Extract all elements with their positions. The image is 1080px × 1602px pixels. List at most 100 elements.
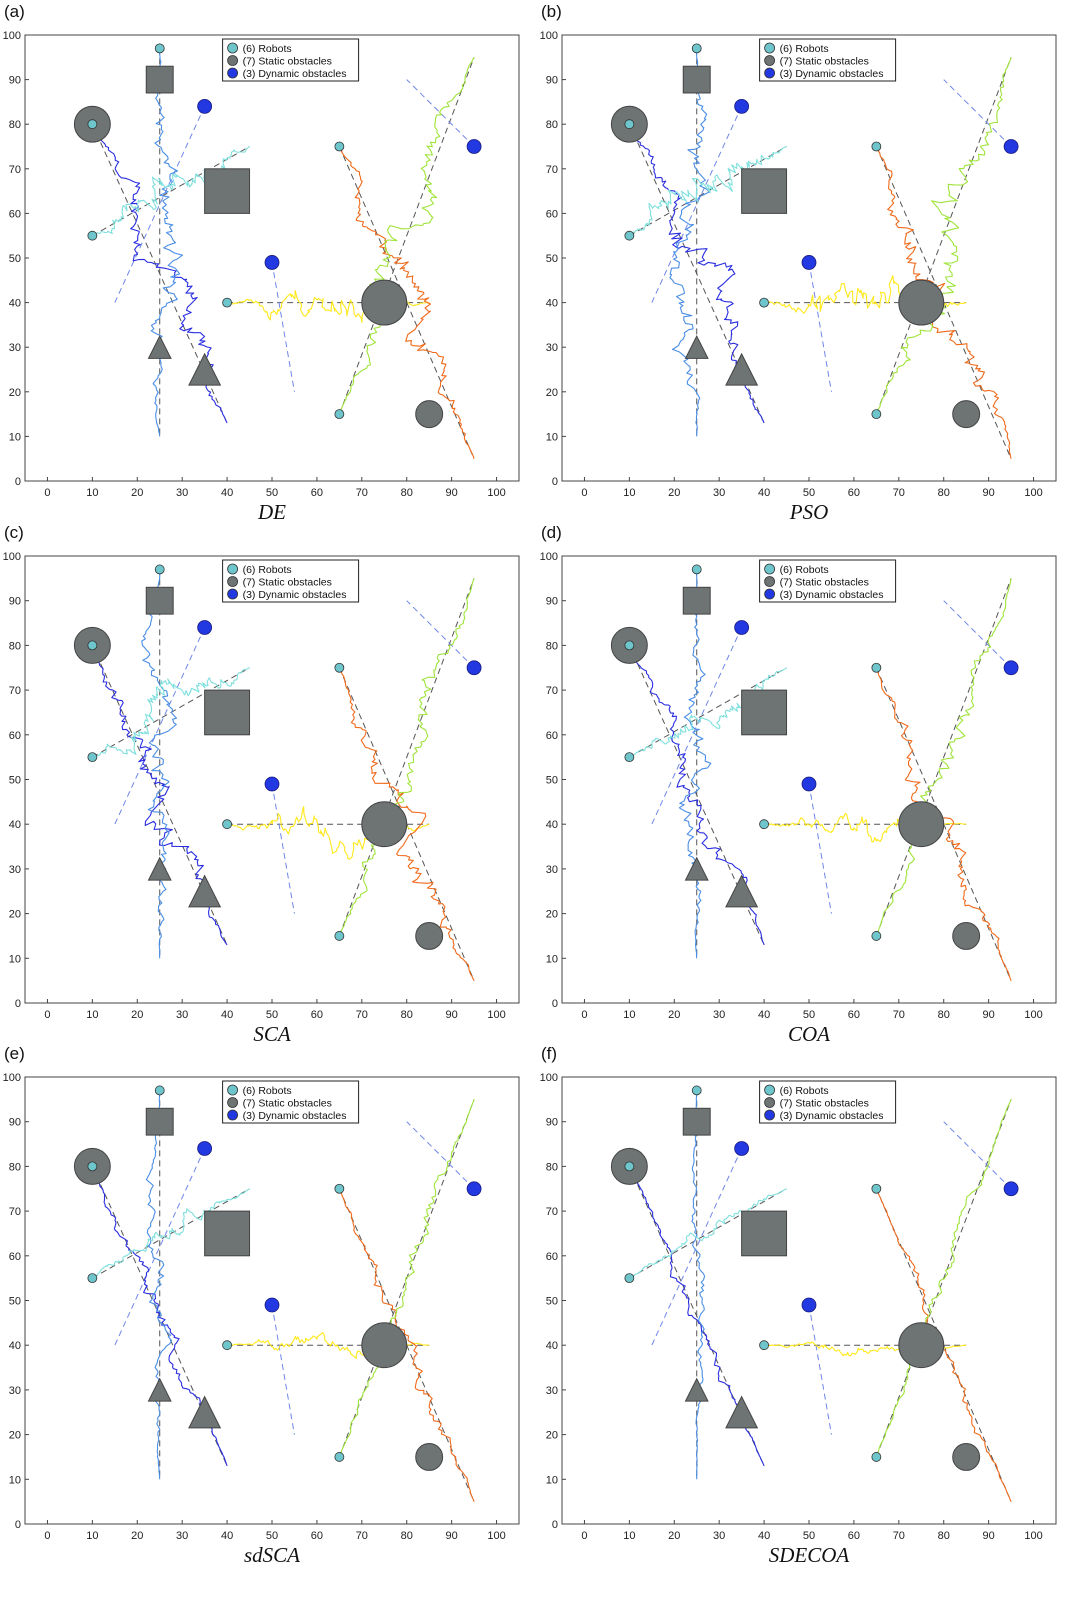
y-tick-label: 10 [546,1474,558,1486]
y-tick-label: 0 [552,1519,558,1531]
y-tick-label: 40 [9,298,21,310]
x-tick-label: 80 [938,1530,950,1542]
x-tick-label: 70 [893,1009,905,1021]
algorithm-title: sdSCA [244,1543,300,1567]
robot-marker [759,819,769,830]
static-obstacle-triangle [147,334,172,359]
x-tick-label: 0 [44,487,50,499]
y-tick-label: 20 [9,909,21,921]
panel-label: (f) [541,1044,557,1063]
legend-box [222,38,360,82]
x-tick-label: 10 [623,487,635,499]
robot-3-path [629,1188,787,1279]
y-tick-label: 20 [546,1430,558,1442]
y-tick-label: 10 [546,953,558,965]
robot-5-path [875,667,1012,981]
y-tick-label: 10 [9,431,21,443]
y-tick-label: 60 [9,730,21,742]
y-tick-label: 40 [9,819,21,831]
static-obstacle-triangle [684,1377,709,1402]
static-obstacle-circle [415,1442,444,1471]
robot-marker [87,1161,98,1172]
static-obstacle-square [204,689,251,736]
legend-entry: (7) Static obstacles [243,1098,332,1110]
dynamic-obstacle [466,660,482,676]
legend-entry: (7) Static obstacles [780,577,869,589]
robot-marker [334,141,345,152]
x-tick-label: 100 [487,1530,505,1542]
static-obstacle-triangle [725,1395,759,1429]
static-obstacle-circle [898,279,945,326]
static-obstacle-triangle [147,856,172,881]
legend-entry: (7) Static obstacles [243,56,332,68]
y-tick-label: 50 [546,1296,558,1308]
x-tick-label: 60 [848,1009,860,1021]
robot-5-path [338,667,475,981]
y-tick-label: 40 [9,1340,21,1352]
robot-6-path [338,578,475,937]
static-obstacle-circle [952,1442,981,1471]
dynamic-obstacle-track [271,262,295,392]
x-tick-label: 70 [356,1530,368,1542]
reference-line [629,146,787,237]
y-tick-label: 90 [9,75,21,87]
x-tick-label: 10 [623,1009,635,1021]
robot-6-path [875,57,1012,415]
y-tick-label: 30 [9,864,21,876]
legend-marker [227,67,239,79]
legend-entry: (6) Robots [243,564,292,576]
legend-entry: (7) Static obstacles [780,1098,869,1110]
x-tick-label: 80 [401,1530,413,1542]
legend-marker [227,576,239,587]
y-tick-label: 90 [9,1117,21,1129]
y-tick-label: 30 [546,342,558,354]
robot-marker [691,43,702,54]
robot-marker [222,819,232,830]
x-tick-label: 90 [983,1530,995,1542]
x-tick-label: 20 [131,1009,143,1021]
x-tick-label: 90 [446,487,458,499]
x-tick-label: 20 [131,487,143,499]
robot-2-path [150,48,184,437]
y-tick-label: 10 [9,1474,21,1486]
robot-marker [154,43,165,54]
static-obstacle-circle [361,801,408,848]
y-tick-label: 100 [540,30,558,42]
x-tick-label: 60 [311,1009,323,1021]
legend-marker [764,67,775,79]
x-tick-label: 30 [713,1530,725,1542]
dynamic-obstacle-track [406,1121,475,1190]
panel-3: 0 10 20 30 40 50 60 70 80 90 100 0 10 20 30 40 50 60 70 80 9… [3,523,520,1046]
robot-5-path [338,1188,475,1502]
x-tick-label: 20 [668,487,680,499]
static-obstacle-circle [952,400,981,429]
robot-marker [871,931,882,941]
robot-3-path [92,667,250,758]
static-obstacle-square [741,1210,788,1257]
dynamic-obstacle-track [271,783,295,914]
y-tick-label: 90 [546,1117,558,1129]
x-tick-label: 50 [803,1009,815,1021]
legend-entry: (3) Dynamic obstacles [780,1110,884,1122]
y-tick-label: 100 [3,30,21,42]
x-tick-label: 90 [983,1009,995,1021]
reference-line [875,1099,1012,1458]
x-tick-label: 70 [356,1009,368,1021]
x-tick-label: 60 [848,487,860,499]
robot-marker [334,931,345,941]
x-tick-label: 80 [938,1009,950,1021]
x-tick-label: 100 [1024,1009,1042,1021]
dynamic-obstacle-track [651,106,743,303]
y-tick-label: 30 [546,1385,558,1397]
y-tick-label: 50 [9,1296,21,1308]
x-tick-label: 90 [446,1530,458,1542]
legend: (6) Robots(7) Static obstacles(3) Dynami… [222,38,360,82]
x-tick-label: 40 [758,1009,770,1021]
legend-marker [227,42,239,54]
y-tick-label: 80 [9,119,21,131]
x-tick-label: 80 [401,487,413,499]
robot-3-path [629,667,787,758]
legend-marker [764,42,775,54]
x-tick-label: 60 [848,1530,860,1542]
dynamic-obstacle [1003,660,1019,676]
